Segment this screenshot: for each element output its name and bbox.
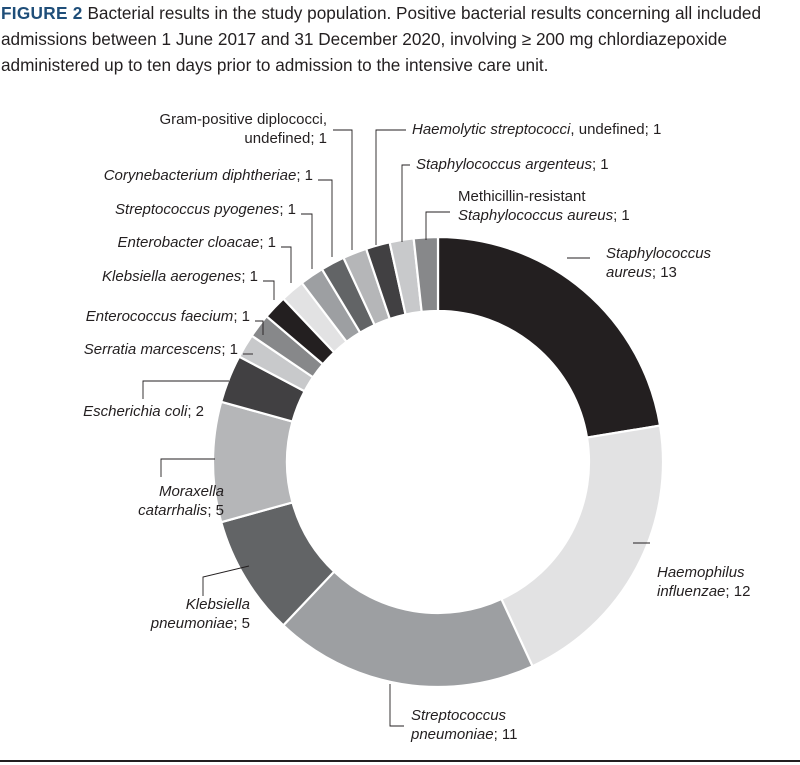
bottom-rule: [0, 760, 800, 762]
leader-line-enterobacter-cloacae: [281, 246, 292, 283]
leader-line-enterococcus-faecium: [255, 320, 264, 335]
leader-line-haemolytic-streptococci-undefined: [375, 129, 406, 245]
label-klebsiella-aerogenes: Klebsiella aerogenes; 1: [102, 268, 258, 285]
label-haemophilus-influenzae: Haemophilus influenzae; 12: [657, 564, 750, 600]
slice-staphylococcus-aureus: [436, 235, 662, 439]
label-staphylococcus-argenteus: Staphylococcus argenteus; 1: [416, 156, 609, 173]
label-moraxella-catarrhalis: Moraxella catarrhalis; 5: [138, 483, 224, 519]
leader-line-gram-positive-diplococci-undefined: [333, 129, 353, 250]
leader-line-streptococcus-pyogenes: [301, 213, 313, 269]
label-gram-positive-diplococci-undefined: Gram-positive diplococci, undefined; 1: [159, 111, 327, 147]
label-enterobacter-cloacae: Enterobacter cloacae; 1: [118, 234, 276, 251]
label-klebsiella-pneumoniae: Klebsiella pneumoniae; 5: [150, 596, 250, 632]
leader-line-klebsiella-aerogenes: [263, 280, 275, 300]
label-streptococcus-pneumoniae: Streptococcus pneumoniae; 11: [410, 707, 517, 743]
leader-line-escherichia-coli: [142, 380, 229, 399]
leader-line-streptococcus-pneumoniae: [389, 684, 404, 727]
slice-streptococcus-pneumoniae: [282, 570, 534, 689]
leader-line-klebsiella-pneumoniae: [202, 565, 250, 596]
label-serratia-marcescens: Serratia marcescens; 1: [84, 341, 238, 358]
figure-caption: FIGURE 2 Bacterial results in the study …: [1, 0, 797, 78]
leader-line-methicillin-resistant-staphylococcus-aureus: [425, 211, 450, 240]
figure-label: FIGURE 2: [1, 3, 83, 23]
label-haemolytic-streptococci-undefined: Haemolytic streptococci, undefined; 1: [412, 121, 661, 138]
label-escherichia-coli: Escherichia coli; 2: [83, 403, 204, 420]
slice-methicillin-resistant-staphylococcus-aureus: [412, 235, 440, 313]
label-corynebacterium-diphtheriae: Corynebacterium diphtheriae; 1: [104, 167, 313, 184]
leader-line-corynebacterium-diphtheriae: [318, 179, 333, 257]
label-staphylococcus-aureus: Staphylococcus aureus; 13: [606, 245, 712, 281]
leader-line-moraxella-catarrhalis: [160, 458, 215, 477]
slice-moraxella-catarrhalis: [211, 400, 294, 524]
label-methicillin-resistant-staphylococcus-aureus: Methicillin-resistant Staphylococcus aure…: [458, 188, 630, 224]
slice-haemophilus-influenzae: [500, 424, 665, 668]
caption-text: Bacterial results in the study populatio…: [1, 3, 761, 75]
label-enterococcus-faecium: Enterococcus faecium; 1: [86, 308, 250, 325]
leader-line-staphylococcus-argenteus: [401, 164, 410, 242]
label-streptococcus-pyogenes: Streptococcus pyogenes; 1: [115, 201, 296, 218]
